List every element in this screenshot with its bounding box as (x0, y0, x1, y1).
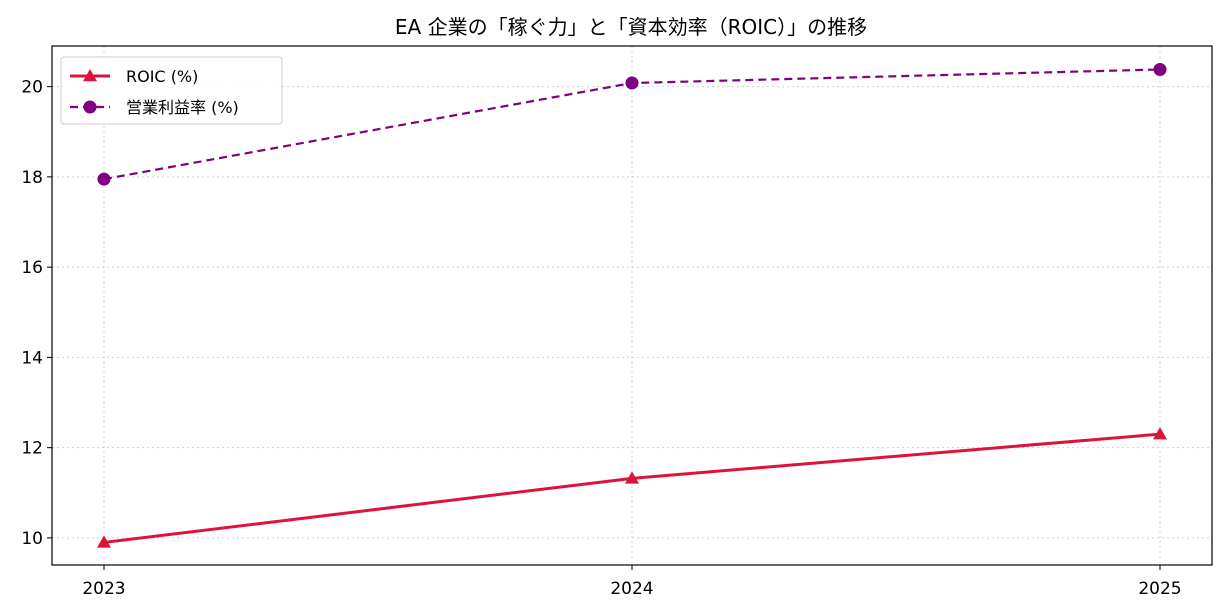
y-tick-label: 18 (21, 168, 43, 188)
y-tick-label: 10 (21, 529, 43, 549)
legend-label: 営業利益率 (%) (126, 98, 239, 117)
legend-label: ROIC (%) (126, 67, 198, 86)
y-tick-label: 14 (21, 348, 43, 368)
x-tick-label: 2025 (1138, 579, 1181, 599)
y-tick-label: 12 (21, 439, 43, 459)
grid-lines (52, 46, 1212, 565)
series-layer (97, 62, 1167, 548)
legend-marker (83, 100, 97, 114)
x-tick-label: 2024 (610, 579, 653, 599)
data-point (625, 76, 639, 90)
data-point (97, 172, 111, 186)
series-1 (97, 427, 1167, 548)
legend: ROIC (%) 営業利益率 (%) (60, 56, 283, 125)
legend-marker (83, 69, 97, 82)
legend-box (60, 56, 283, 125)
axes: 10 12 14 16 18 20 2023 2024 2025 (21, 78, 1181, 599)
x-tick-label: 2023 (82, 579, 125, 599)
data-point (1153, 427, 1167, 440)
data-point (97, 535, 111, 548)
y-tick-label: 16 (21, 258, 43, 278)
data-point (625, 471, 639, 484)
series-2 (97, 62, 1167, 186)
chart-title: EA 企業の「稼ぐ力」と「資本効率（ROIC）」の推移 (395, 15, 867, 39)
y-tick-label: 20 (21, 78, 43, 98)
data-point (1153, 62, 1167, 76)
